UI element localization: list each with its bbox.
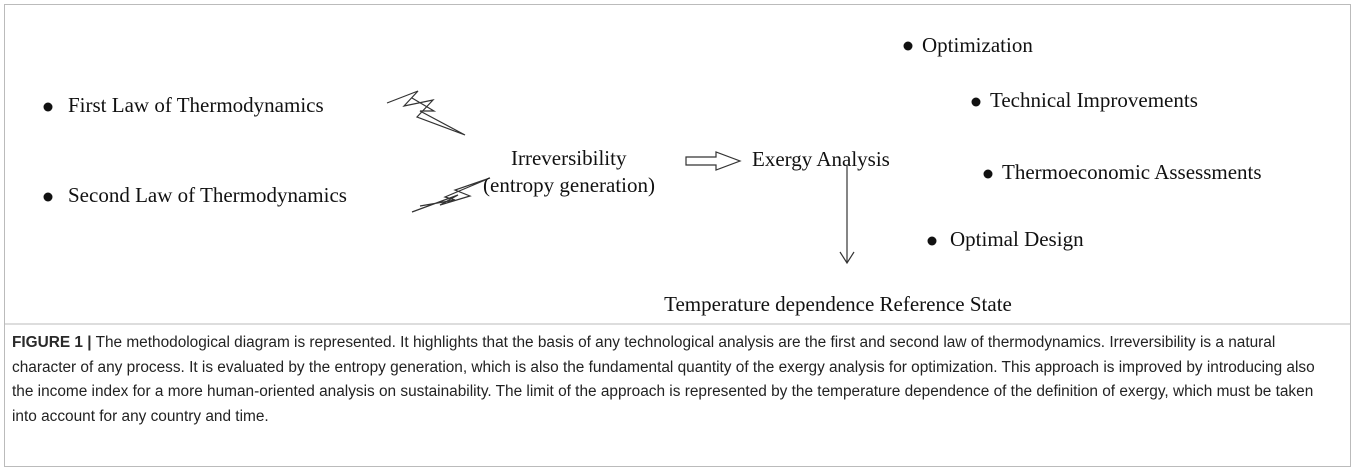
bullet xyxy=(927,236,937,246)
caption-label: FIGURE 1 | xyxy=(12,334,92,351)
lightning-arrow xyxy=(411,177,491,213)
node-label: Technical Improvements xyxy=(990,88,1198,112)
caption-text: The methodological diagram is represente… xyxy=(12,334,1315,425)
node-label: Temperature dependence Reference State xyxy=(664,292,1012,316)
node-label: Irreversibility xyxy=(511,146,627,170)
lightning-arrow xyxy=(386,90,466,136)
node-label: Exergy Analysis xyxy=(752,147,890,171)
node-label: Optimal Design xyxy=(950,227,1084,251)
bullet xyxy=(43,192,53,202)
node-label: (entropy generation) xyxy=(483,173,655,197)
node-label: Thermoeconomic Assessments xyxy=(1002,160,1262,184)
bullet xyxy=(971,97,981,107)
diagram: First Law of Thermodynamics Second Law o… xyxy=(5,33,1350,325)
bullet xyxy=(983,169,993,179)
node-label: Second Law of Thermodynamics xyxy=(68,183,347,207)
node-label: First Law of Thermodynamics xyxy=(68,93,324,117)
caption: FIGURE 1 | The methodological diagram is… xyxy=(12,331,1337,429)
hollow-arrow xyxy=(685,151,742,171)
figure-frame: First Law of Thermodynamics Second Law o… xyxy=(4,4,1351,467)
arrow-head xyxy=(839,251,855,265)
bullet xyxy=(43,102,53,112)
bullet xyxy=(903,41,913,51)
node-label: Optimization xyxy=(922,33,1033,57)
